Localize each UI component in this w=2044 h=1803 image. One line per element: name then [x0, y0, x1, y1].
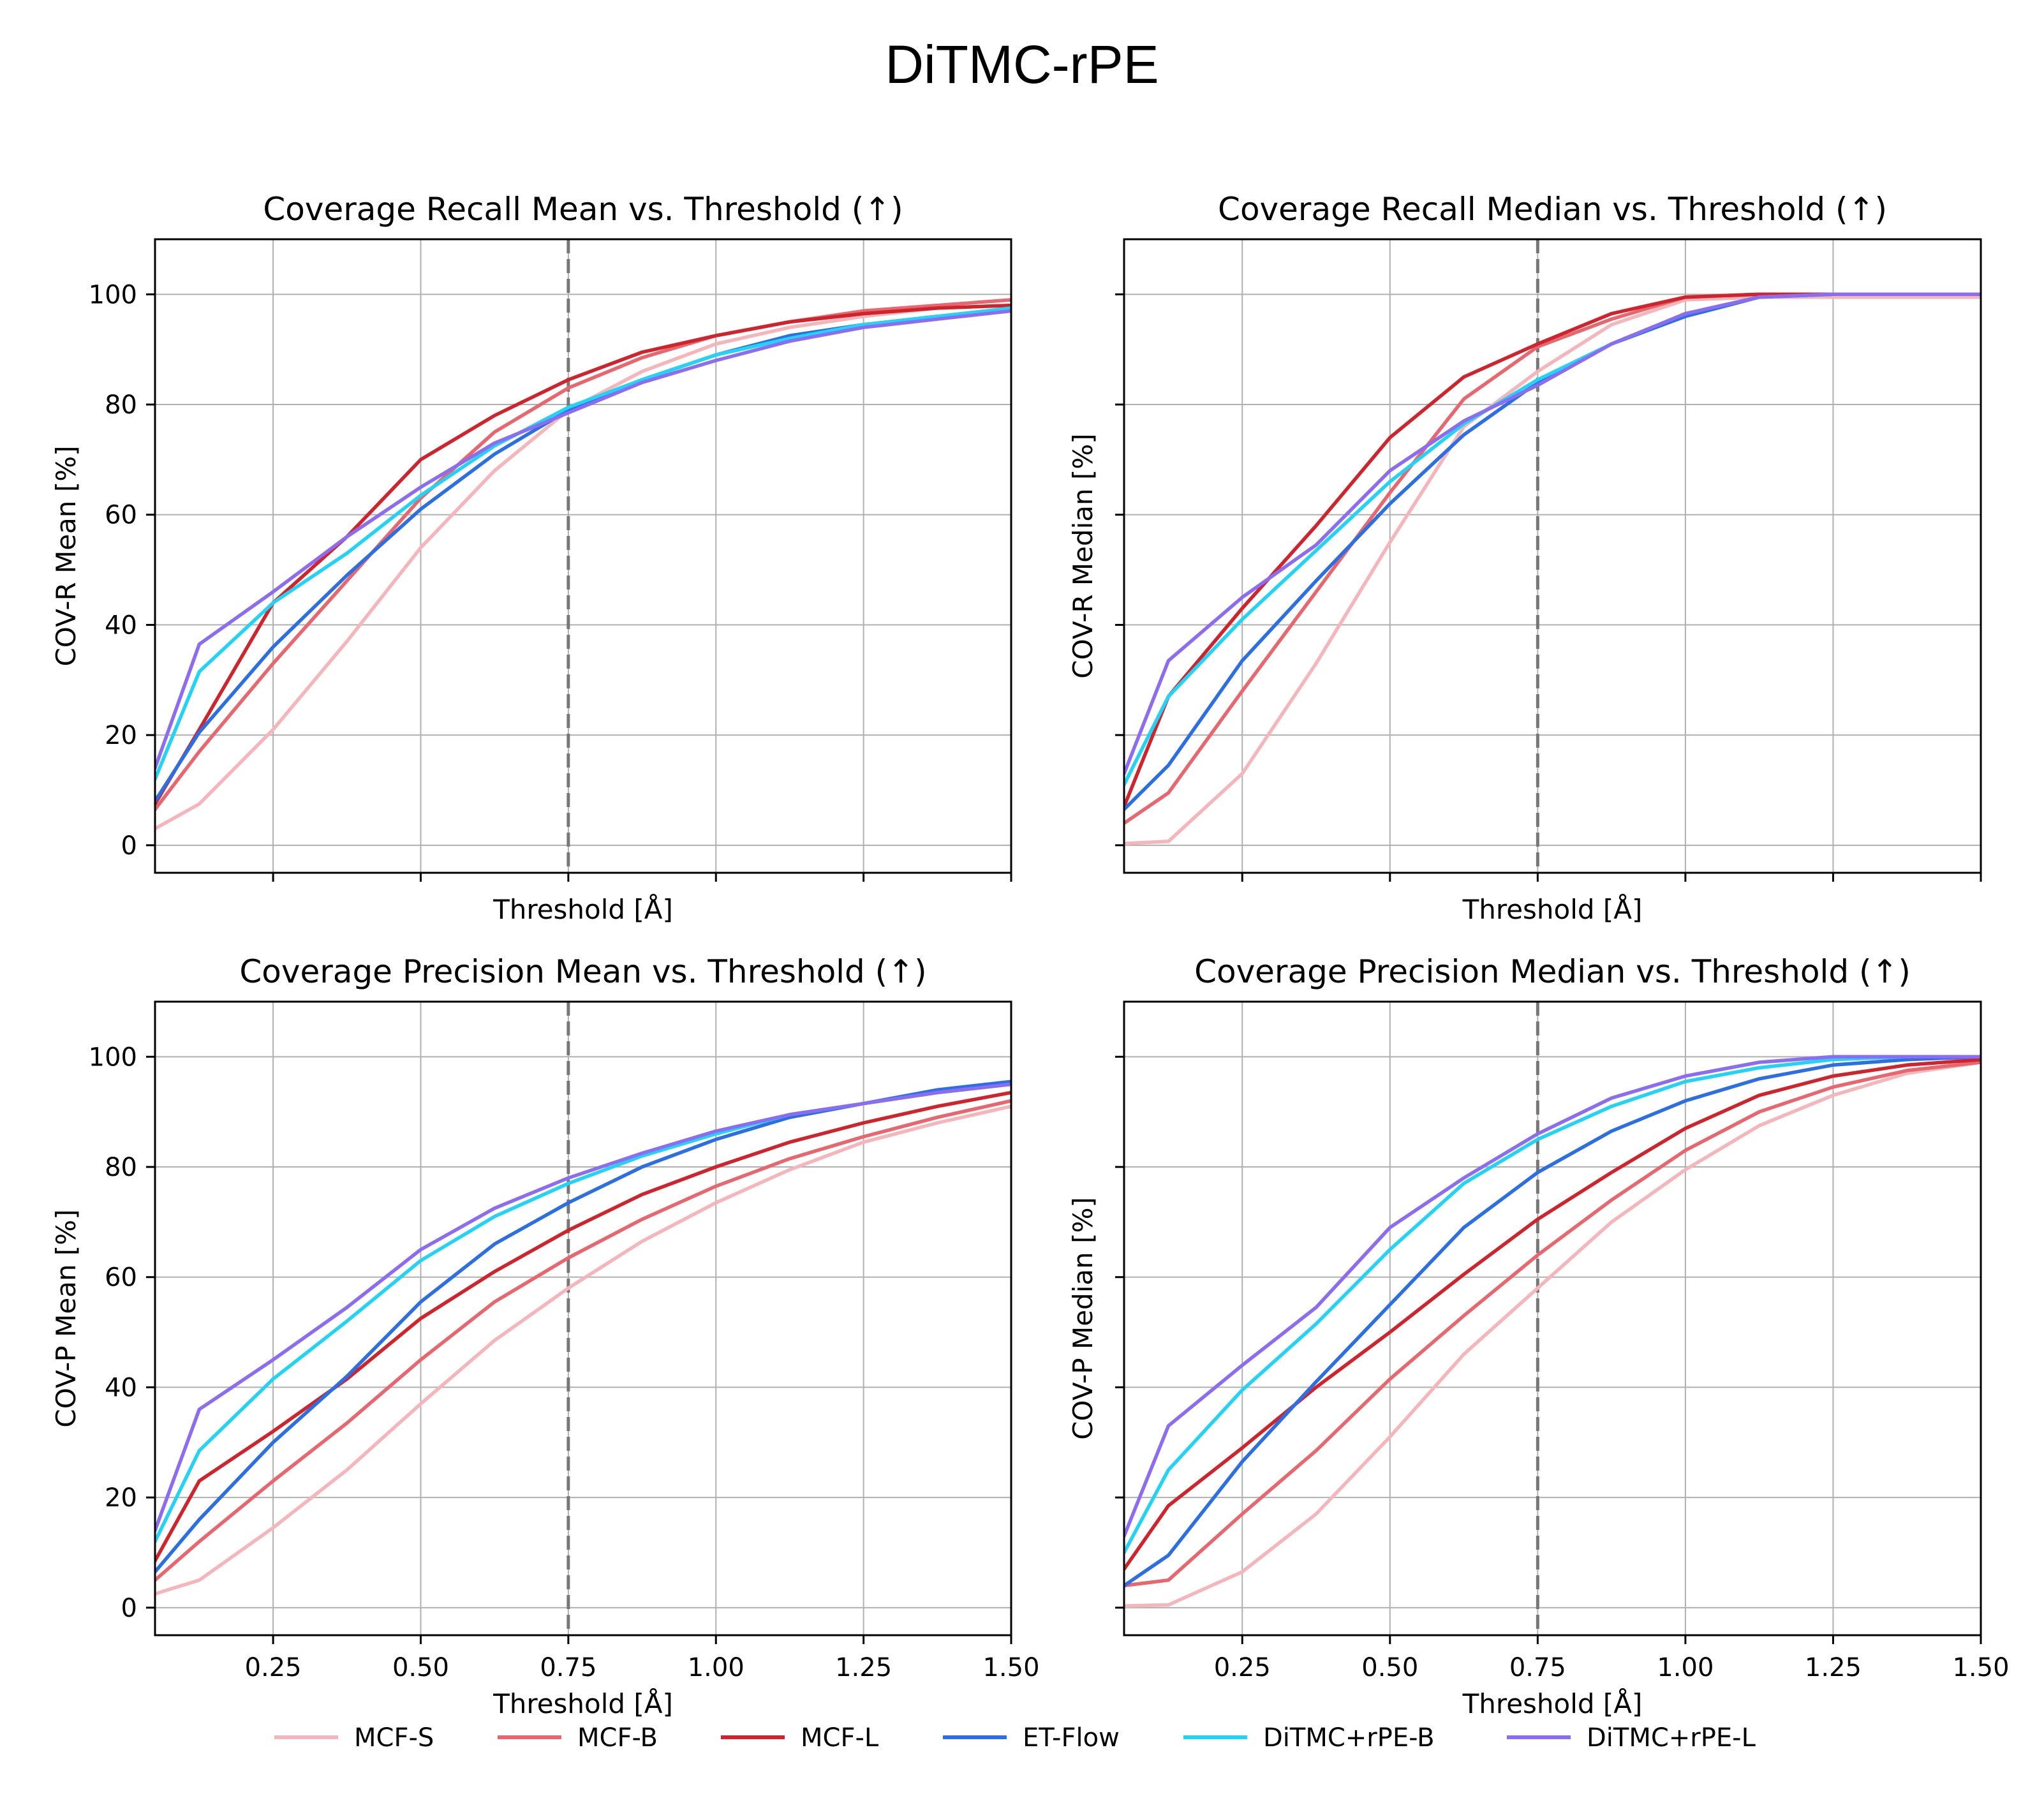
axes-frame — [1123, 1000, 1982, 1636]
legend-label: DiTMC+rPE-B — [1263, 1723, 1435, 1753]
legend-label: ET-Flow — [1023, 1723, 1120, 1753]
y-tick-label: 0 — [121, 1594, 137, 1623]
legend-item-mcf-s: MCF-S — [274, 1723, 434, 1753]
y-tick-label: 40 — [105, 611, 137, 640]
series-line-mcf-b — [155, 1099, 1011, 1582]
panel-title: Coverage Precision Median vs. Threshold … — [1194, 953, 1911, 990]
x-tick-label: 0.25 — [1214, 1653, 1271, 1682]
y-axis-label: COV-P Mean [%] — [50, 1209, 82, 1427]
y-tick-label: 60 — [105, 501, 137, 530]
grid — [1124, 1002, 1981, 1635]
series-line-ditmc-rpe-b — [155, 306, 1011, 781]
grid — [155, 239, 1012, 873]
legend-item-mcf-l: MCF-L — [721, 1723, 879, 1753]
series-group — [1124, 292, 1981, 845]
x-tick-label: 0.25 — [245, 1653, 302, 1682]
y-tick-label: 0 — [121, 831, 137, 861]
y-tick-label: 80 — [105, 1153, 137, 1182]
y-tick-label: 80 — [105, 390, 137, 420]
x-axis-label: Threshold [Å] — [492, 893, 673, 925]
panel-title: Coverage Recall Mean vs. Threshold (↑) — [263, 191, 903, 228]
x-axis-label: Threshold [Å] — [1462, 893, 1643, 925]
y-tick-label: 100 — [89, 280, 137, 309]
series-group — [155, 1080, 1011, 1596]
panel-recall-mean: 0 20 40 60 80 100 Coverage Recall Mean vs. Thr… — [50, 191, 1012, 925]
x-tick-label: 1.50 — [1952, 1653, 2009, 1682]
grid — [155, 1002, 1012, 1635]
series-line-ditmc-rpe-l — [155, 1082, 1011, 1532]
x-tick-label: 0.50 — [392, 1653, 449, 1682]
x-tick-label: 0.75 — [1509, 1653, 1566, 1682]
panel-title: Coverage Precision Mean vs. Threshold (↑… — [239, 953, 926, 990]
legend: MCF-S MCF-B MCF-L ET-Flow DiTMC+rPE-B DiTMC+r… — [274, 1723, 1756, 1753]
legend-item-mcf-b: MCF-B — [498, 1723, 658, 1753]
axes-frame — [1123, 238, 1982, 874]
x-tick-label: 1.50 — [982, 1653, 1039, 1682]
legend-item-ditmc-rpe-b: DiTMC+rPE-B — [1183, 1723, 1435, 1753]
y-tick-label: 20 — [105, 1483, 137, 1513]
series-line-ditmc-rpe-l — [1124, 1055, 1981, 1538]
grid — [1124, 239, 1981, 873]
series-line-mcf-s — [1124, 295, 1981, 845]
x-tick-label: 1.00 — [1657, 1653, 1714, 1682]
series-line-mcf-l — [1124, 1057, 1981, 1571]
series-group — [155, 298, 1011, 831]
series-line-et-flow — [155, 309, 1011, 803]
legend-label: MCF-S — [354, 1723, 434, 1753]
panel-title: Coverage Recall Median vs. Threshold (↑) — [1218, 191, 1887, 228]
series-line-ditmc-rpe-l — [1124, 292, 1981, 776]
axes-frame — [154, 238, 1012, 874]
series-line-ditmc-rpe-l — [155, 309, 1011, 770]
axes-frame — [154, 1000, 1012, 1636]
legend-label: DiTMC+rPE-L — [1587, 1723, 1756, 1753]
series-line-et-flow — [155, 1080, 1011, 1574]
x-tick-label: 1.00 — [688, 1653, 744, 1682]
series-line-mcf-s — [155, 303, 1011, 831]
y-tick-label: 100 — [89, 1042, 137, 1072]
y-tick-label: 60 — [105, 1263, 137, 1293]
y-tick-label: 20 — [105, 721, 137, 750]
y-axis-label: COV-P Median [%] — [1067, 1197, 1099, 1440]
series-line-mcf-b — [155, 298, 1011, 812]
series-line-ditmc-rpe-b — [1124, 292, 1981, 787]
panels: 0 20 40 60 80 100 Coverage Recall Mean vs. Thr… — [50, 191, 2010, 1719]
x-tick-label: 1.25 — [1805, 1653, 1862, 1682]
legend-item-ditmc-rpe-l: DiTMC+rPE-L — [1507, 1723, 1756, 1753]
panel-precision-mean: 0.25 0.50 0.75 1.00 1.25 1.50 0 20 40 60 80 100 Cove… — [50, 953, 1040, 1719]
series-line-ditmc-rpe-b — [1124, 1055, 1981, 1555]
series-line-et-flow — [1124, 1055, 1981, 1588]
y-axis-label: COV-R Mean [%] — [50, 445, 82, 666]
panel-precision-median: 0.25 0.50 0.75 1.00 1.25 1.50 Coverage Precisi… — [1067, 953, 2010, 1719]
legend-label: MCF-L — [801, 1723, 879, 1753]
series-group — [1124, 1055, 1981, 1608]
x-axis-label: Threshold [Å] — [1462, 1688, 1643, 1719]
legend-item-et-flow: ET-Flow — [943, 1723, 1120, 1753]
y-tick-label: 40 — [105, 1373, 137, 1402]
y-axis-label: COV-R Median [%] — [1067, 433, 1099, 678]
x-tick-label: 1.25 — [835, 1653, 892, 1682]
panel-recall-median: Coverage Recall Median vs. Threshold (↑)… — [1067, 191, 1982, 925]
figure-suptitle: DiTMC-rPE — [885, 34, 1159, 94]
series-line-mcf-s — [155, 1104, 1011, 1596]
series-line-mcf-s — [1124, 1060, 1981, 1608]
series-line-mcf-l — [155, 1090, 1011, 1563]
x-axis-label: Threshold [Å] — [492, 1688, 673, 1719]
x-tick-label: 0.50 — [1361, 1653, 1418, 1682]
x-tick-label: 0.75 — [540, 1653, 596, 1682]
series-line-mcf-b — [1124, 1060, 1981, 1588]
legend-label: MCF-B — [577, 1723, 658, 1753]
